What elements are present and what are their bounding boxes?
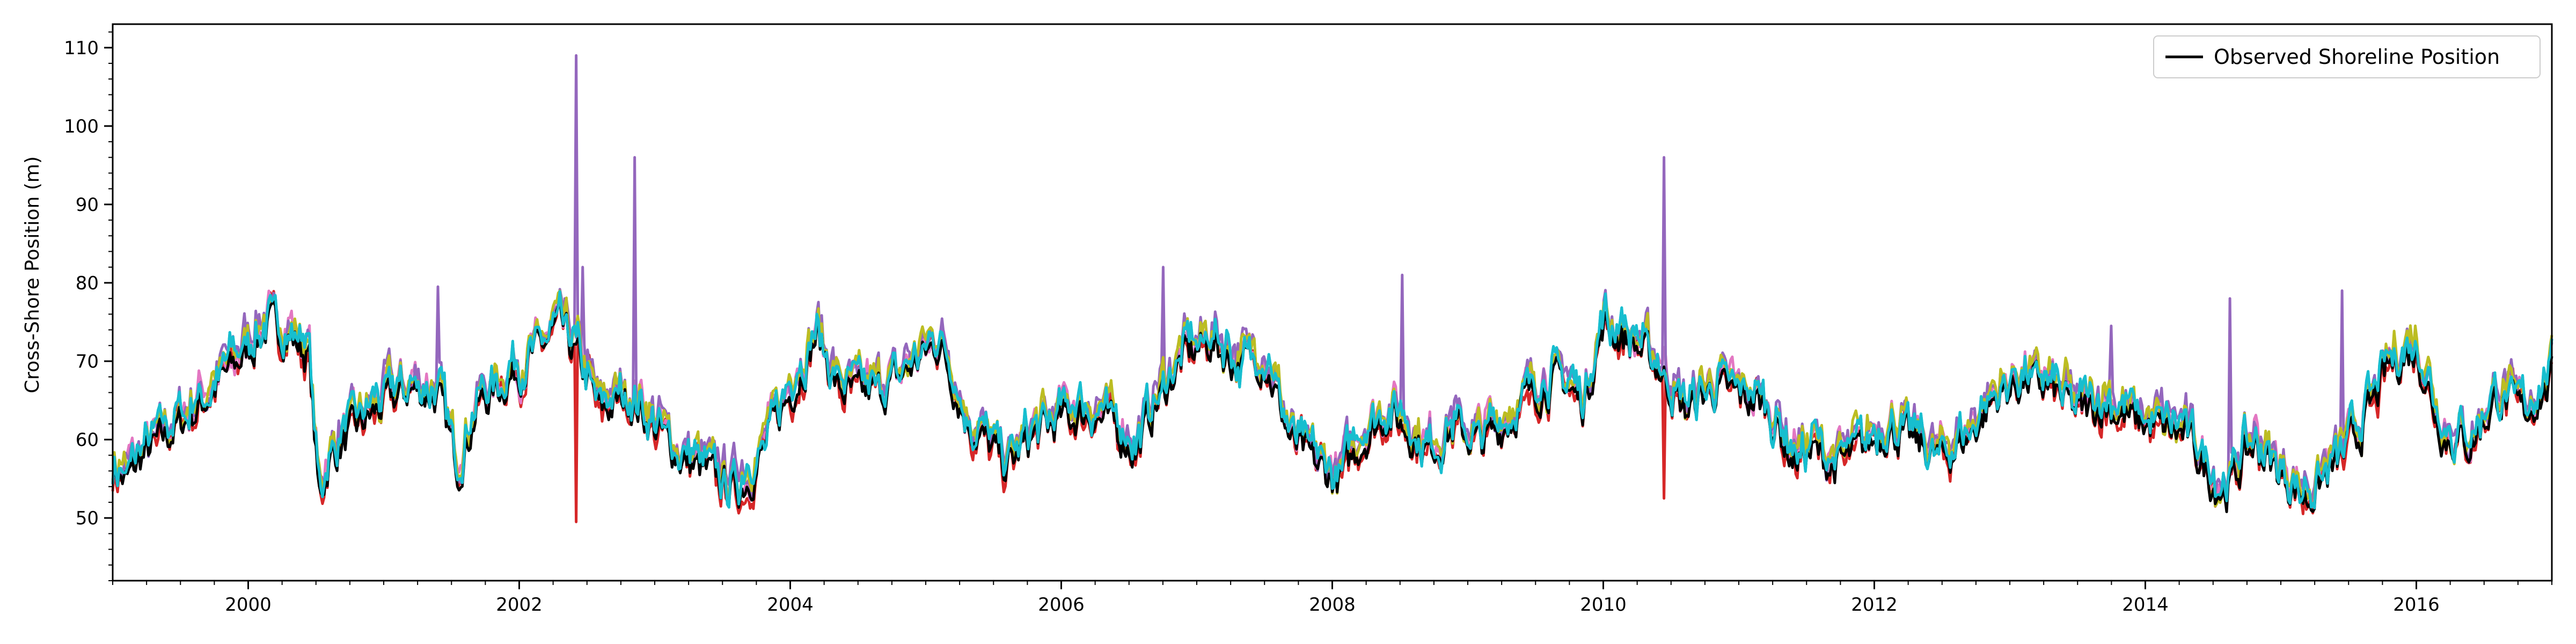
y-tick-label: 100 — [64, 116, 99, 137]
x-tick-label: 2014 — [2122, 594, 2169, 616]
x-tick-label: 2010 — [1580, 594, 1627, 616]
legend-box — [2153, 35, 2541, 78]
plot-frame — [112, 23, 2553, 582]
legend: Observed Shoreline Position — [2153, 35, 2541, 78]
y-tick-label: 70 — [76, 351, 99, 372]
ensemble-series — [111, 54, 2553, 523]
x-tick-label: 2012 — [1851, 594, 1898, 616]
y-tick-label: 110 — [64, 38, 99, 59]
y-axis-title: Cross-Shore Position (m) — [21, 156, 43, 393]
x-tick-label: 2006 — [1038, 594, 1085, 616]
y-tick-label: 90 — [76, 194, 99, 216]
x-tick-label: 2004 — [767, 594, 814, 616]
ensemble-line — [111, 54, 2553, 504]
y-tick-label: 60 — [76, 429, 99, 451]
y-tick-label: 80 — [76, 273, 99, 294]
x-tick-label: 2000 — [225, 594, 272, 616]
y-tick-label: 50 — [76, 508, 99, 529]
x-tick-label: 2016 — [2393, 594, 2440, 616]
legend-label: Observed Shoreline Position — [2214, 45, 2500, 69]
observed-series — [111, 290, 2553, 514]
x-tick-label: 2002 — [496, 594, 543, 616]
x-tick-label: 2008 — [1309, 594, 1356, 616]
ensemble-line-top — [111, 290, 2553, 509]
axes: 50 60 70 80 90 100 110 2000 2002 2004 2006 2008 2010… — [64, 23, 2553, 616]
